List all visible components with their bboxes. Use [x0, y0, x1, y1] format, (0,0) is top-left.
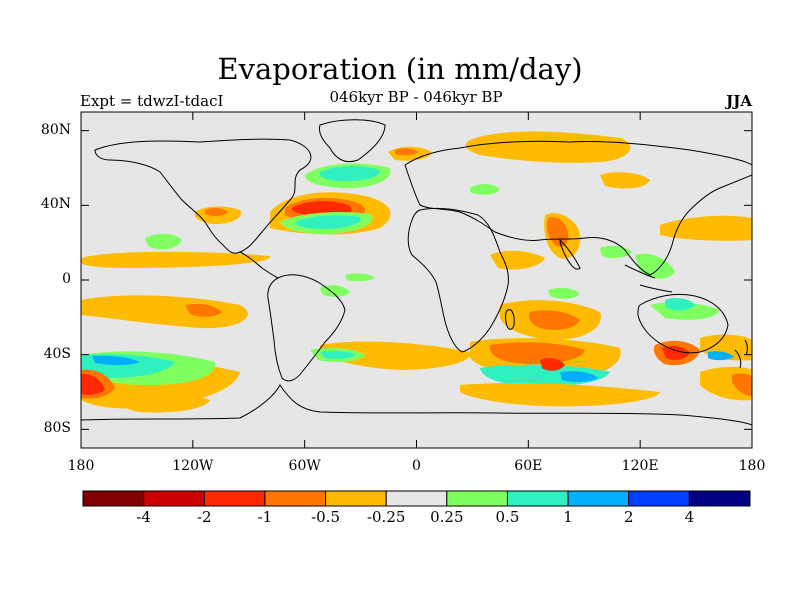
contour-region — [600, 172, 650, 189]
contour-region — [81, 373, 105, 395]
contour-region — [185, 303, 222, 317]
contour-region — [660, 215, 752, 241]
lon-tick-label: 60E — [514, 458, 543, 474]
coastline-india — [559, 238, 581, 270]
colorbar-label: 2 — [623, 508, 634, 526]
contour-region — [320, 341, 471, 370]
lat-tick-label: 0 — [62, 271, 71, 287]
contour-region — [395, 148, 418, 156]
colorbar-label: -2 — [196, 508, 212, 526]
colorbar-swatch — [82, 490, 145, 507]
lon-tick-label: 60W — [288, 458, 321, 474]
contour-region — [119, 392, 210, 413]
colorbar-swatch — [628, 490, 690, 507]
lon-tick-label: 0 — [412, 458, 421, 474]
colorbar-swatch — [385, 490, 448, 507]
colorbar-label: 4 — [684, 508, 695, 526]
colorbar-label: 0.25 — [430, 508, 464, 526]
contour-region — [465, 131, 631, 163]
contour-region — [92, 355, 140, 366]
colorbar-label: 1 — [563, 508, 573, 526]
colorbar-swatch — [506, 490, 569, 507]
coastline-africa — [407, 207, 509, 353]
contour-region — [548, 287, 580, 299]
map-title: Evaporation (in mm/day) — [217, 52, 583, 86]
contour-region — [320, 351, 356, 359]
colorbar-label: -0.5 — [311, 508, 340, 526]
experiment-label: Expt = tdwzI-tdacI — [80, 92, 224, 110]
coastline-madagascar — [505, 309, 515, 330]
coastline-new-zealand — [734, 339, 748, 369]
contour-region — [732, 373, 752, 396]
lat-tick-label: 80N — [40, 121, 71, 138]
contour-region — [205, 207, 228, 217]
coastline-antarctica — [81, 384, 752, 426]
colorbar-swatch — [446, 490, 508, 507]
colorbar-label: -1 — [257, 508, 273, 526]
coastline-central-america — [239, 251, 279, 279]
contour-region — [319, 166, 381, 182]
colorbar-swatch — [688, 490, 751, 507]
axis-ticks — [80, 112, 753, 448]
lat-tick-label: 40S — [43, 345, 71, 362]
contour-region — [560, 371, 598, 383]
contour-region — [528, 310, 580, 330]
period-label: 046kyr BP - 046kyr BP — [329, 88, 503, 106]
contour-region — [145, 233, 182, 250]
coastline-north-america — [94, 138, 312, 254]
contour-region — [708, 351, 734, 361]
contour-region — [81, 251, 271, 268]
lat-tick-label: 40N — [40, 196, 71, 213]
colorbar-label: -0.25 — [366, 508, 406, 526]
contour-region — [470, 184, 500, 195]
colorbar — [82, 490, 751, 507]
contour-region — [665, 297, 695, 311]
coastline-australia — [637, 293, 729, 354]
lon-tick-label: 120E — [621, 458, 659, 474]
contour-region — [345, 273, 375, 282]
contour-region — [295, 215, 361, 229]
colorbar-swatch — [567, 490, 630, 507]
contour-region — [490, 250, 545, 270]
coastline-eurasia — [404, 140, 752, 276]
contour-region — [81, 295, 248, 329]
colorbar-label: 0.5 — [495, 508, 520, 526]
lon-tick-label: 180 — [67, 458, 95, 474]
contour-region — [540, 357, 565, 371]
coastline-greenland — [319, 119, 386, 163]
colorbar-swatch — [143, 490, 205, 507]
contour-region — [489, 342, 585, 365]
contour-fill-layer — [81, 131, 752, 413]
lon-tick-label: 120W — [172, 458, 214, 474]
contour-region — [662, 345, 690, 361]
coastline-se-asia — [624, 264, 673, 293]
coastlines — [81, 119, 752, 426]
contour-region — [460, 382, 660, 407]
colorbar-swatch — [264, 490, 327, 507]
season-label: JJA — [726, 92, 752, 110]
lat-tick-label: 80S — [43, 420, 71, 437]
lon-tick-label: 180 — [738, 458, 766, 474]
coastline-south-america — [267, 274, 346, 382]
colorbar-swatch — [325, 490, 387, 507]
colorbar-swatch — [203, 490, 266, 507]
colorbar-label: -4 — [136, 508, 151, 526]
